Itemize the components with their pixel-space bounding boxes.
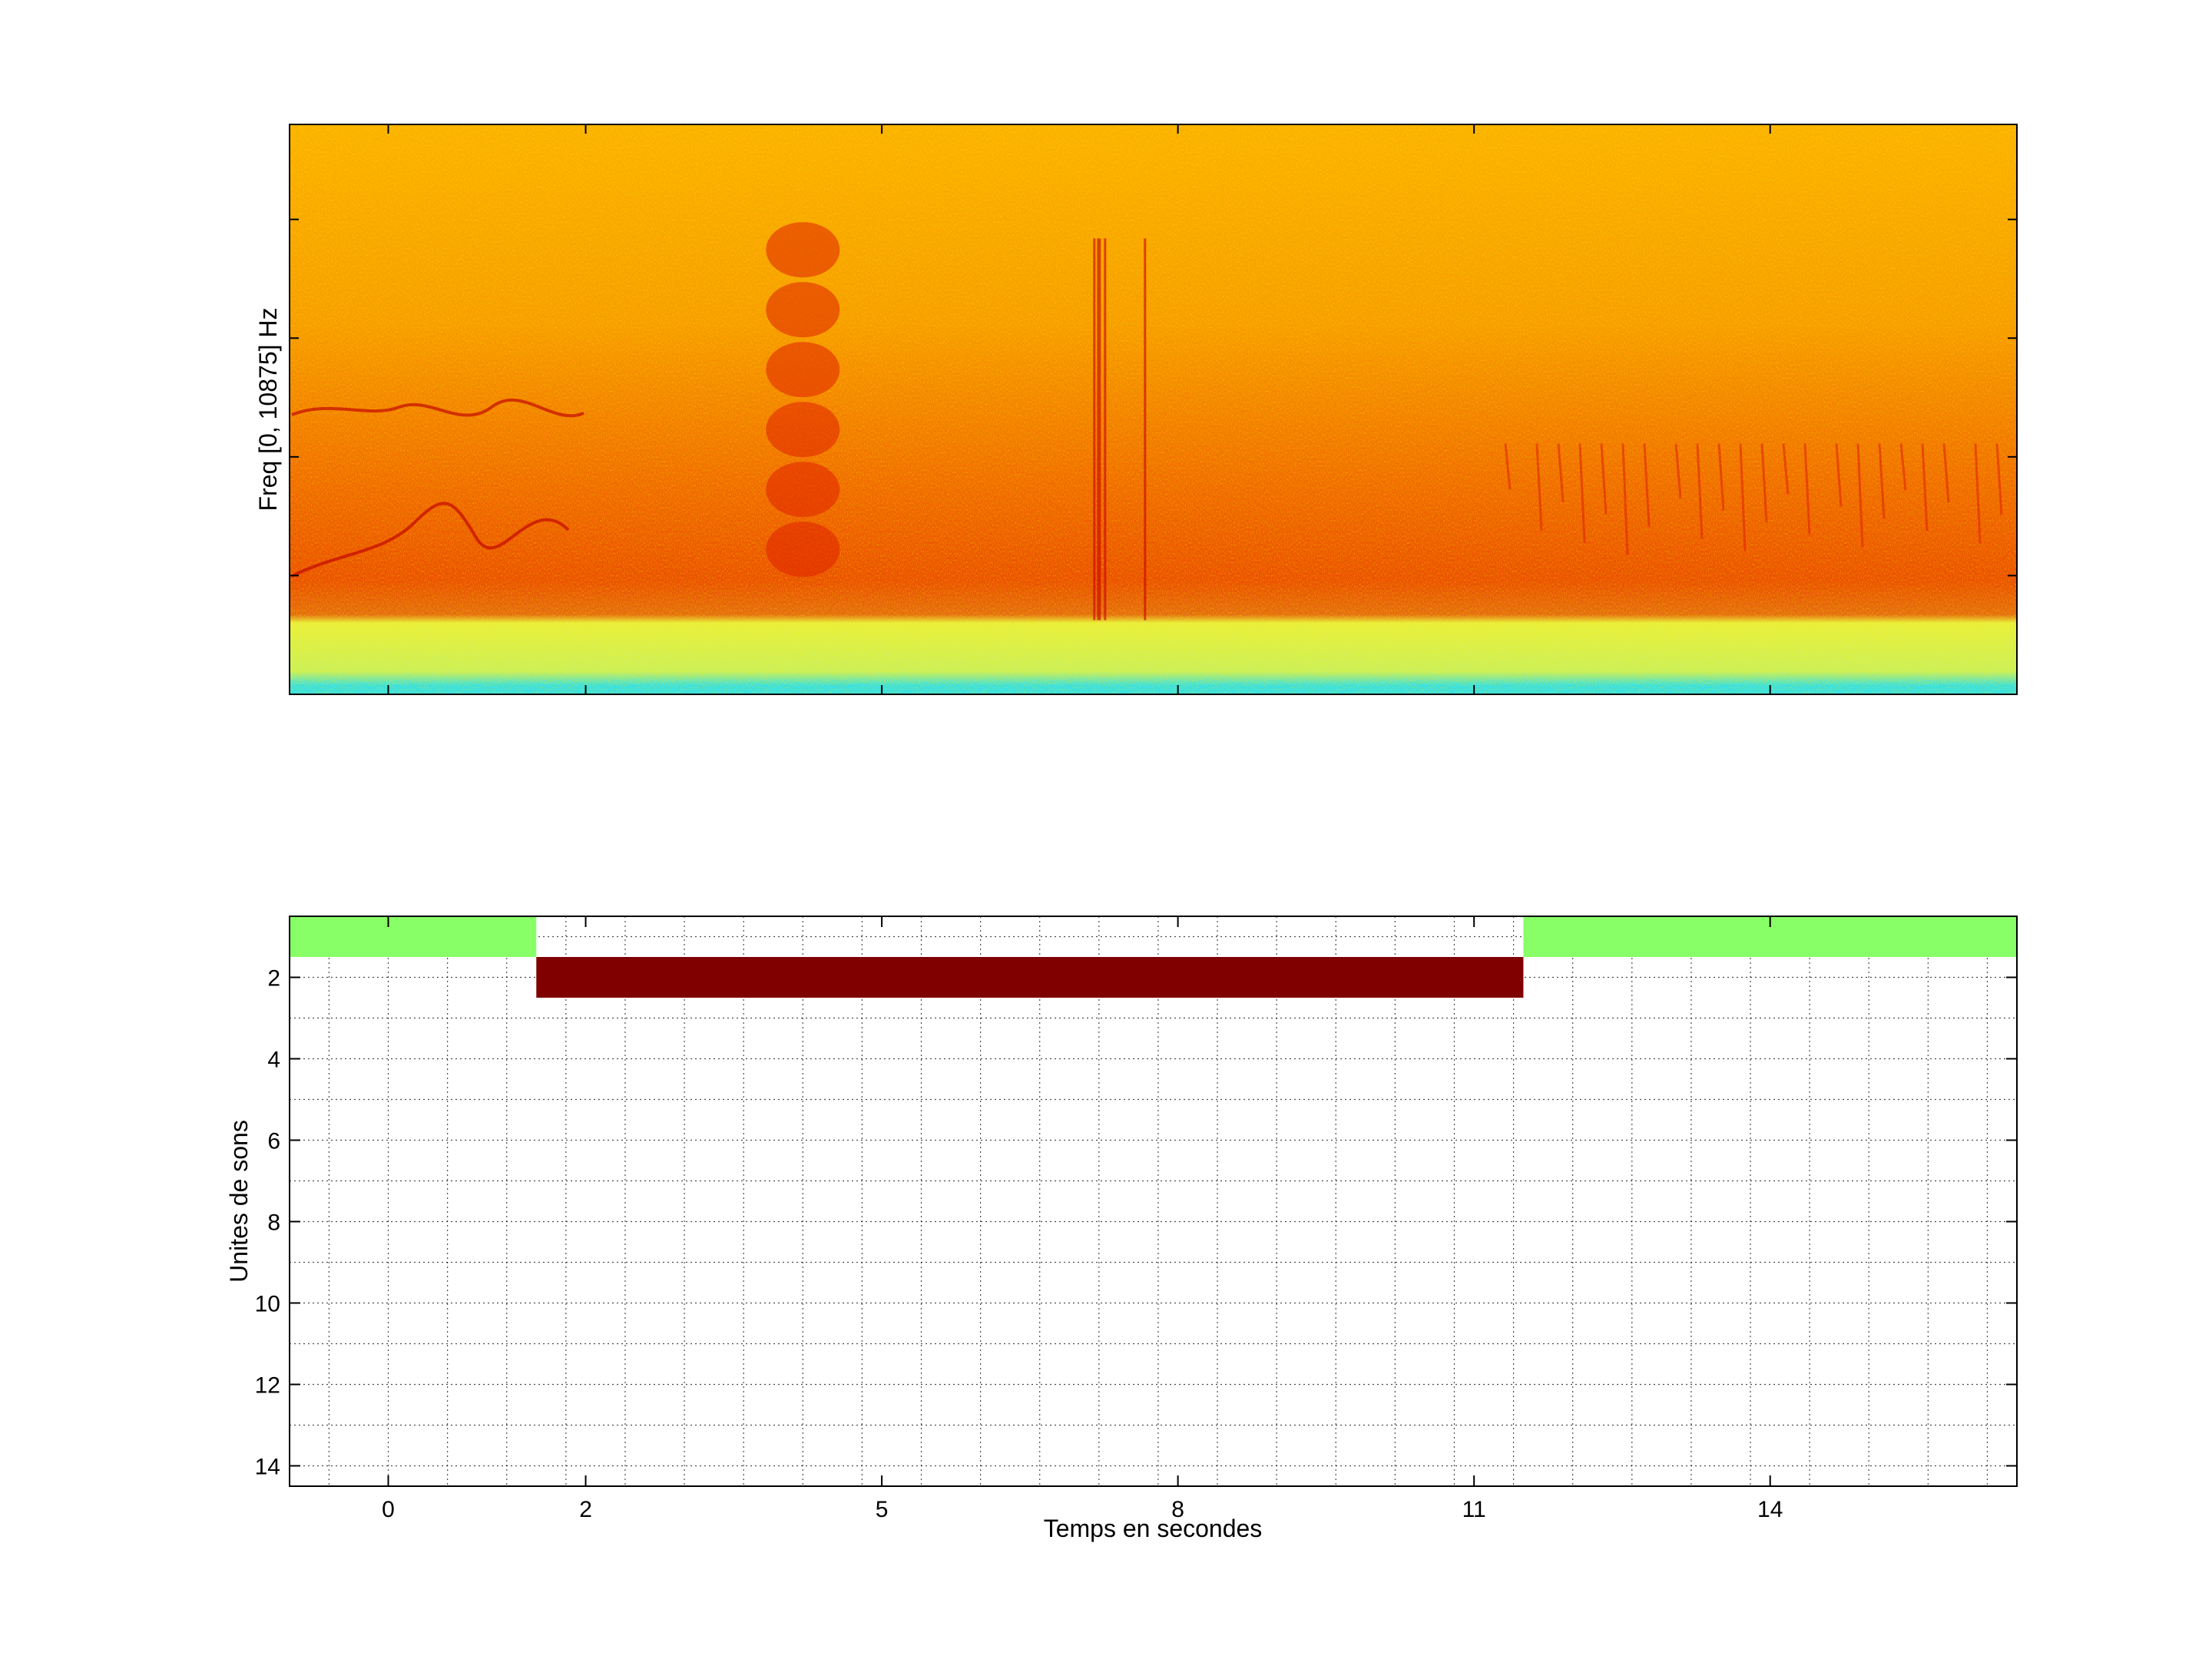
spectrogram-features	[291, 222, 2003, 621]
pulse-mark	[1643, 443, 1651, 527]
pulse-mark	[1921, 443, 1929, 531]
sound-units-bars	[290, 916, 2017, 998]
pulse-mark	[1674, 443, 1682, 498]
sound-units-grid	[290, 916, 2017, 1486]
sound-units-plot-area	[290, 916, 2017, 1486]
sound-unit-segment	[536, 957, 1524, 998]
pulse-mark	[1942, 443, 1950, 503]
spectrogram-ylabel: Freq [0, 10875] Hz	[254, 307, 282, 511]
spectrogram-axes-box	[289, 124, 2018, 695]
pulse-mark	[1878, 443, 1886, 519]
sound-units-axes-box	[289, 916, 2018, 1487]
pulse-mark	[1696, 443, 1704, 539]
pulse-mark	[1803, 443, 1811, 535]
pulse-mark	[1899, 443, 1907, 491]
pulse-mark	[1535, 443, 1543, 531]
sound-units-xlabel: Temps en secondes	[1044, 1515, 1263, 1542]
pulse-mark	[1578, 443, 1586, 543]
x-tick-label: 14	[1757, 1497, 1783, 1522]
y-tick-label: 10	[255, 1292, 280, 1317]
pulse-mark	[1974, 443, 1982, 544]
whistle-trace	[291, 398, 584, 418]
voiced-harmonic	[766, 222, 840, 278]
x-tick-label: 11	[1462, 1497, 1486, 1522]
spectrogram-panel: Freq [0, 10875] Hz	[254, 124, 2018, 695]
sound-units-ylabel: Unites de sons	[225, 1120, 253, 1283]
spectrogram-ticks	[290, 124, 2017, 694]
pulse-mark	[1600, 443, 1608, 515]
pulse-mark	[1760, 443, 1768, 523]
x-tick-label: 2	[579, 1497, 592, 1522]
x-tick-label: 5	[876, 1497, 889, 1522]
pulse-mark	[1782, 443, 1790, 495]
voiced-harmonic	[766, 522, 840, 578]
pulse-mark	[1995, 443, 2003, 515]
pulse-mark	[1504, 443, 1512, 490]
pulse-mark	[1717, 443, 1725, 511]
pulse-mark	[1621, 443, 1629, 555]
pulse-mark	[1835, 443, 1843, 507]
y-tick-label: 14	[255, 1455, 280, 1480]
sound-units-ticks: 0 2 5 8 11 14 2 4 6 8 10 12 14	[255, 916, 2017, 1522]
y-tick-label: 12	[255, 1373, 280, 1399]
x-tick-label: 0	[382, 1497, 395, 1522]
pulse-mark	[1856, 443, 1864, 548]
y-tick-label: 2	[267, 966, 280, 992]
voiced-harmonic	[766, 402, 840, 458]
sound-unit-segment	[290, 916, 537, 957]
y-tick-label: 4	[267, 1048, 280, 1073]
sound-units-panel: 0 2 5 8 11 14 2 4 6 8 10 12 14 Temps en secondes Uni…	[225, 916, 2018, 1542]
spectrogram-noise-texture	[290, 124, 2017, 694]
whistle-trace	[291, 502, 570, 578]
pulse-mark	[1557, 443, 1565, 502]
y-tick-label: 8	[267, 1210, 280, 1236]
y-tick-label: 6	[267, 1129, 280, 1154]
voiced-harmonic	[766, 282, 840, 338]
voiced-harmonic	[766, 462, 840, 518]
pulse-mark	[1739, 443, 1747, 551]
voiced-harmonic	[766, 342, 840, 398]
x-tick-label: 8	[1171, 1497, 1184, 1522]
